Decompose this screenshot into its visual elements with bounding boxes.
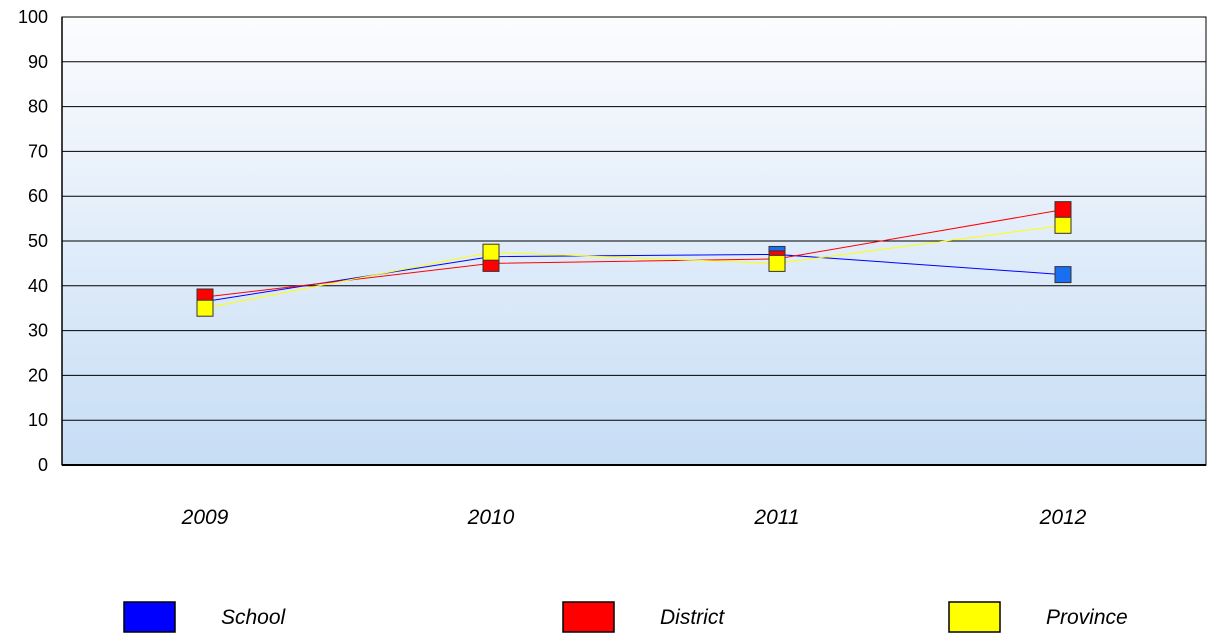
legend-label-province: Province — [1046, 606, 1128, 629]
x-axis-labels: 2009 2010 2011 2012 — [181, 506, 1087, 529]
y-tick-label: 0 — [38, 455, 48, 475]
marker-province-2010 — [482, 243, 500, 261]
marker-school-2012 — [1054, 266, 1072, 284]
legend-label-district: District — [660, 606, 725, 629]
y-tick-label: 40 — [28, 276, 48, 296]
legend: School District Province — [123, 601, 1128, 633]
legend-swatch-school — [123, 601, 176, 633]
series-line-school — [204, 253, 1064, 302]
marker-province-2012 — [1054, 216, 1072, 234]
legend-label-school: School — [221, 606, 287, 629]
y-tick-label: 90 — [28, 52, 48, 72]
marker-district-2012 — [1054, 201, 1072, 219]
y-tick-label: 30 — [28, 321, 48, 341]
y-tick-label: 60 — [28, 186, 48, 206]
x-tick-label: 2012 — [1039, 506, 1087, 529]
gridlines — [62, 16, 1206, 421]
x-tick-label: 2009 — [181, 506, 229, 529]
series-line-province — [204, 224, 1064, 309]
y-tick-label: 50 — [28, 231, 48, 251]
y-tick-label: 80 — [28, 97, 48, 117]
series-markers — [196, 201, 1072, 317]
marker-province-2009 — [196, 299, 214, 317]
legend-swatch-province — [948, 601, 1001, 633]
x-tick-label: 2011 — [753, 506, 799, 529]
y-axis-ticks: 0 10 20 30 40 50 60 70 80 90 100 — [18, 7, 48, 475]
x-tick-label: 2010 — [467, 506, 515, 529]
y-tick-label: 20 — [28, 365, 48, 385]
y-tick-label: 70 — [28, 141, 48, 161]
marker-province-2011 — [768, 254, 786, 272]
legend-swatch-district — [562, 601, 615, 633]
series-lines — [204, 209, 1064, 309]
y-tick-label: 100 — [18, 7, 48, 27]
y-tick-label: 10 — [28, 410, 48, 430]
